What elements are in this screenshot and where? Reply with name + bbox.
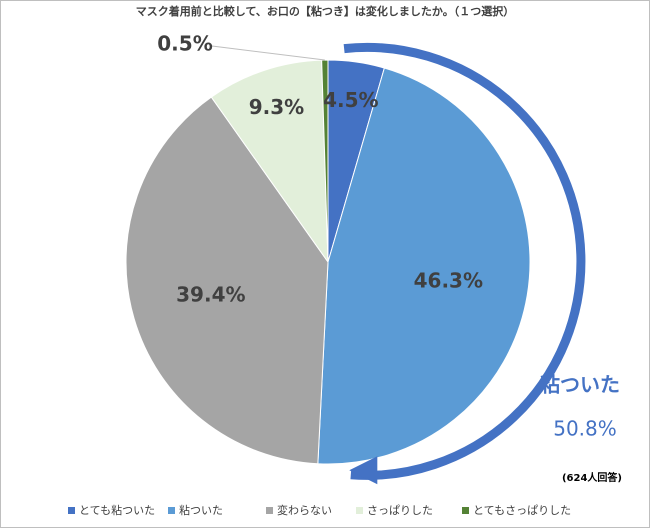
- note: (624人回答): [562, 471, 622, 484]
- legend-label: 粘ついた: [179, 503, 223, 517]
- legend-label: とてもさっぱりした: [473, 504, 571, 517]
- annotation-text: 粘ついた: [540, 373, 620, 397]
- data-label: 9.3%: [249, 95, 304, 119]
- legend-swatch: [266, 507, 273, 514]
- data-label: 39.4%: [176, 283, 245, 307]
- data-label: 46.3%: [414, 269, 483, 293]
- data-label: 4.5%: [323, 88, 378, 112]
- legend-label: さっぱりした: [367, 504, 433, 517]
- annotation-value: 50.8%: [553, 417, 617, 441]
- legend-swatch: [68, 507, 75, 514]
- legend-swatch: [462, 507, 469, 514]
- pie-slice: [125, 96, 329, 465]
- chart-title: マスク着用前と比較して、お口の【粘つき】は変化しましたか。（１つ選択）: [136, 4, 514, 18]
- legend-label: 変わらない: [277, 503, 332, 517]
- legend-swatch: [356, 507, 363, 514]
- leader-line: [211, 45, 325, 61]
- legend-swatch: [168, 507, 175, 514]
- data-label: 0.5%: [157, 32, 212, 56]
- legend-label: とても粘ついた: [79, 503, 155, 517]
- pie-slice: [317, 67, 531, 465]
- arrow-head: [349, 456, 378, 485]
- annotation-arrow: [343, 42, 586, 480]
- pie-slice: [210, 59, 329, 264]
